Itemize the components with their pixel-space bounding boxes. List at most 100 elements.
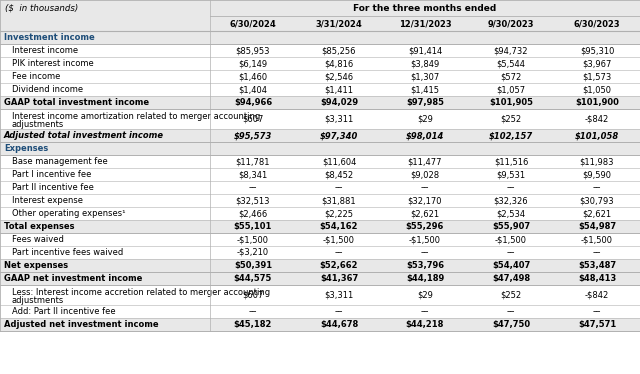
Text: $4,816: $4,816: [324, 59, 354, 68]
Text: Fee income: Fee income: [12, 72, 60, 81]
Text: $9,590: $9,590: [582, 170, 611, 179]
Text: ––: ––: [420, 248, 429, 257]
Bar: [0, 181, 640, 194]
Text: $11,983: $11,983: [580, 157, 614, 166]
Text: $85,953: $85,953: [236, 46, 270, 55]
Text: $52,662: $52,662: [320, 261, 358, 270]
Text: Interest income: Interest income: [12, 46, 78, 55]
Text: $1,057: $1,057: [497, 85, 525, 94]
Bar: [0, 220, 640, 233]
Text: ––: ––: [593, 183, 601, 192]
Text: $3,311: $3,311: [324, 114, 354, 123]
Text: $102,157: $102,157: [489, 131, 533, 140]
Text: $32,170: $32,170: [408, 196, 442, 205]
Text: 9/30/2023: 9/30/2023: [488, 19, 534, 28]
Text: $44,678: $44,678: [320, 320, 358, 329]
Text: $95,310: $95,310: [580, 46, 614, 55]
Text: $54,162: $54,162: [320, 222, 358, 231]
Text: 12/31/2023: 12/31/2023: [399, 19, 451, 28]
Text: GAAP net investment income: GAAP net investment income: [4, 274, 142, 283]
Text: $9,028: $9,028: [410, 170, 440, 179]
Bar: [0, 109, 640, 129]
Text: $53,796: $53,796: [406, 261, 444, 270]
Text: $1,307: $1,307: [410, 72, 440, 81]
Text: $94,966: $94,966: [234, 98, 272, 107]
Text: ––: ––: [507, 307, 515, 316]
Text: $50,391: $50,391: [234, 261, 272, 270]
Text: $85,256: $85,256: [322, 46, 356, 55]
Text: $3,967: $3,967: [582, 59, 612, 68]
Text: $53,487: $53,487: [578, 261, 616, 270]
Text: $3,849: $3,849: [410, 59, 440, 68]
Text: ––: ––: [507, 183, 515, 192]
Bar: [0, 16, 640, 31]
Text: -$842: -$842: [585, 114, 609, 123]
Bar: [0, 142, 640, 155]
Text: Part incentive fees waived: Part incentive fees waived: [12, 248, 124, 257]
Text: $2,225: $2,225: [324, 209, 353, 218]
Text: $54,407: $54,407: [492, 261, 530, 270]
Text: -$842: -$842: [585, 291, 609, 300]
Text: $45,182: $45,182: [234, 320, 272, 329]
Bar: [0, 272, 640, 285]
Text: $5,544: $5,544: [497, 59, 525, 68]
Text: Expenses: Expenses: [4, 144, 48, 153]
Text: Interest expense: Interest expense: [12, 196, 83, 205]
Text: $55,101: $55,101: [234, 222, 272, 231]
Bar: [0, 129, 640, 142]
Text: $47,498: $47,498: [492, 274, 530, 283]
Text: $91,414: $91,414: [408, 46, 442, 55]
Text: $6,149: $6,149: [239, 59, 268, 68]
Text: $55,296: $55,296: [406, 222, 444, 231]
Text: ––: ––: [420, 183, 429, 192]
Bar: [0, 155, 640, 168]
Text: $8,341: $8,341: [238, 170, 268, 179]
Bar: [0, 70, 640, 83]
Text: -$1,500: -$1,500: [495, 235, 527, 244]
Text: $41,367: $41,367: [320, 274, 358, 283]
Text: 6/30/2024: 6/30/2024: [230, 19, 276, 28]
Text: $2,621: $2,621: [410, 209, 440, 218]
Text: -$3,210: -$3,210: [237, 248, 269, 257]
Text: 3/31/2024: 3/31/2024: [316, 19, 362, 28]
Text: $94,732: $94,732: [493, 46, 528, 55]
Text: $44,189: $44,189: [406, 274, 444, 283]
Text: $29: $29: [417, 291, 433, 300]
Text: -$1,500: -$1,500: [409, 235, 441, 244]
Text: $97,985: $97,985: [406, 98, 444, 107]
Text: Part II incentive fee: Part II incentive fee: [12, 183, 94, 192]
Text: $11,477: $11,477: [408, 157, 442, 166]
Text: $48,413: $48,413: [578, 274, 616, 283]
Text: ––: ––: [420, 307, 429, 316]
Bar: [0, 318, 640, 331]
Text: Add: Part II incentive fee: Add: Part II incentive fee: [12, 307, 116, 316]
Text: $101,900: $101,900: [575, 98, 619, 107]
Text: $8,452: $8,452: [324, 170, 353, 179]
Text: Investment income: Investment income: [4, 33, 95, 42]
Text: Other operating expenses¹: Other operating expenses¹: [12, 209, 125, 218]
Bar: [0, 194, 640, 207]
Text: ––: ––: [335, 248, 343, 257]
Text: Fees waived: Fees waived: [12, 235, 64, 244]
Text: $1,050: $1,050: [582, 85, 611, 94]
Text: $54,987: $54,987: [578, 222, 616, 231]
Text: ––: ––: [249, 307, 257, 316]
Bar: [0, 285, 640, 305]
Text: Less: Interest income accretion related to merger accounting: Less: Interest income accretion related …: [12, 288, 270, 297]
Text: $101,058: $101,058: [575, 131, 619, 140]
Text: $1,411: $1,411: [324, 85, 353, 94]
Text: $2,621: $2,621: [582, 209, 612, 218]
Bar: [0, 44, 640, 57]
Text: ––: ––: [507, 248, 515, 257]
Bar: [0, 207, 640, 220]
Text: -$1,500: -$1,500: [237, 235, 269, 244]
Text: $101,905: $101,905: [489, 98, 533, 107]
Text: $607: $607: [243, 291, 264, 300]
Text: $252: $252: [500, 114, 522, 123]
Text: -$1,500: -$1,500: [581, 235, 613, 244]
Text: $11,516: $11,516: [494, 157, 528, 166]
Text: ––: ––: [593, 307, 601, 316]
Text: $32,513: $32,513: [236, 196, 270, 205]
Text: ––: ––: [335, 183, 343, 192]
Text: Part I incentive fee: Part I incentive fee: [12, 170, 92, 179]
